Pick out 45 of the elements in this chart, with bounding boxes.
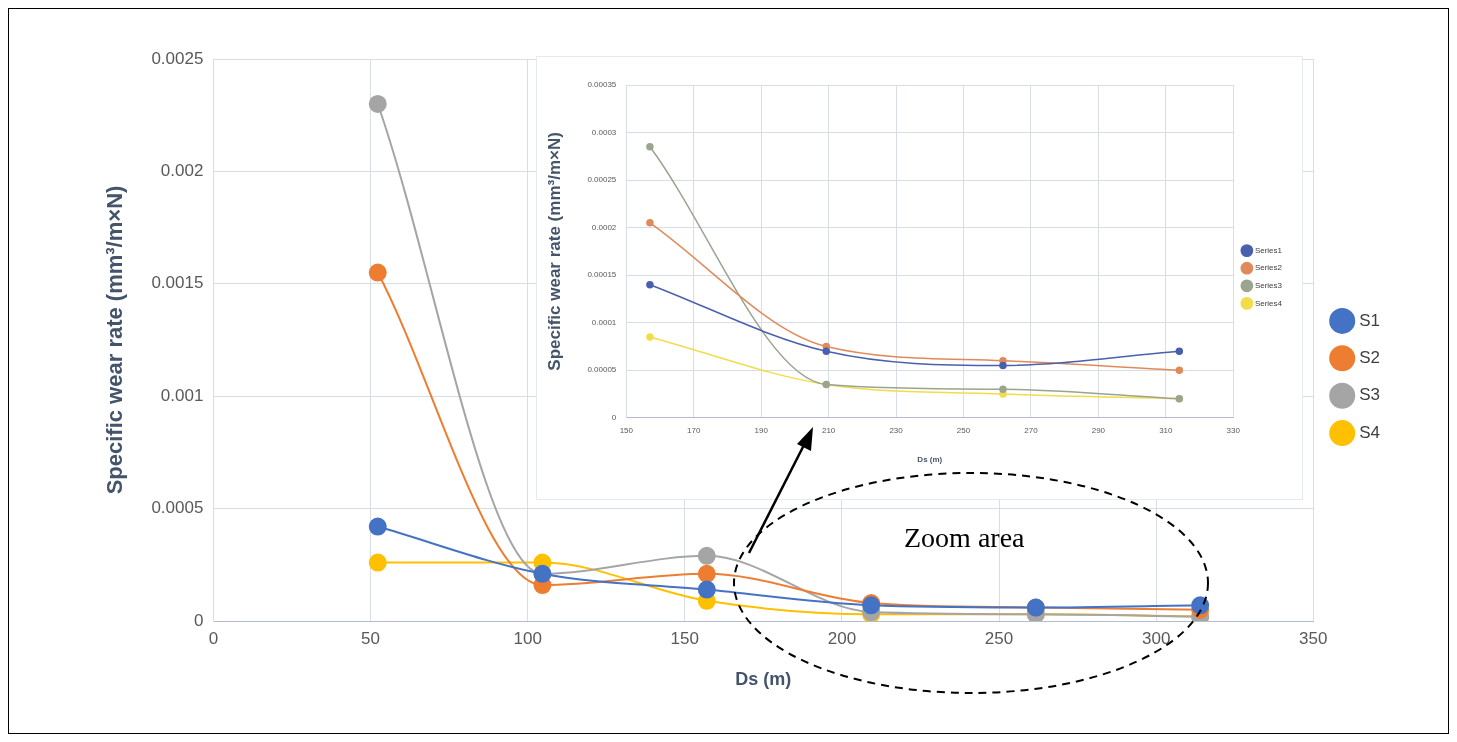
x-tick-label: 150: [670, 628, 699, 648]
y-tick-label: 0.0002: [591, 222, 617, 232]
legend-label: Series4: [1254, 298, 1283, 308]
legend-label: S1: [1359, 310, 1380, 330]
y-tick-label: 0.0025: [151, 48, 204, 68]
y-axis-title: Specific wear rate (mm³/m×N): [544, 132, 564, 371]
legend-label: Series2: [1254, 263, 1283, 273]
x-tick-label: 350: [1299, 628, 1328, 648]
y-tick-label: 0.001: [160, 385, 204, 405]
legend-label: S3: [1359, 385, 1380, 405]
x-tick-label: 230: [889, 425, 904, 435]
y-axis-title: Specific wear rate (mm³/m×N): [102, 185, 128, 495]
y-tick-label: 0.00035: [587, 80, 617, 90]
x-tick-label: 310: [1159, 425, 1174, 435]
x-tick-label: 50: [361, 628, 380, 648]
legend-label: Series3: [1254, 281, 1283, 290]
x-tick-label: 250: [984, 628, 1014, 648]
y-tick-label: 0.002: [160, 161, 204, 181]
y-tick-label: 0.00025: [587, 175, 617, 185]
x-tick-label: 190: [754, 425, 769, 435]
y-tick-label: 0.0003: [591, 127, 617, 137]
x-tick-label: 210: [821, 425, 836, 435]
legend-label: S2: [1359, 347, 1380, 367]
x-tick-label: 270: [1024, 425, 1039, 435]
x-tick-label: 0: [208, 628, 219, 648]
x-tick-label: 250: [956, 425, 971, 435]
y-tick-label: 0.0001: [591, 317, 617, 327]
x-tick-label: 330: [1226, 425, 1241, 435]
y-tick-label: 0: [193, 610, 204, 630]
x-tick-label: 290: [1091, 425, 1106, 435]
x-axis-title: Ds (m): [917, 455, 943, 465]
x-tick-label: 200: [827, 628, 857, 648]
y-tick-label: 0: [611, 413, 617, 422]
x-tick-label: 300: [1141, 628, 1171, 648]
annotation: Zoom area: [904, 522, 1025, 554]
x-tick-label: 170: [687, 425, 701, 435]
y-tick-label: 0.0005: [151, 498, 204, 518]
x-tick-label: 150: [619, 425, 634, 435]
x-axis-title: Ds (m): [735, 669, 792, 690]
y-tick-label: 0.0015: [151, 273, 204, 293]
legend-label: Series1: [1254, 245, 1283, 255]
y-tick-label: 0.00015: [587, 270, 617, 280]
x-tick-label: 100: [513, 628, 542, 648]
y-tick-label: 0.00005: [587, 365, 617, 375]
legend-label: S4: [1359, 422, 1380, 442]
